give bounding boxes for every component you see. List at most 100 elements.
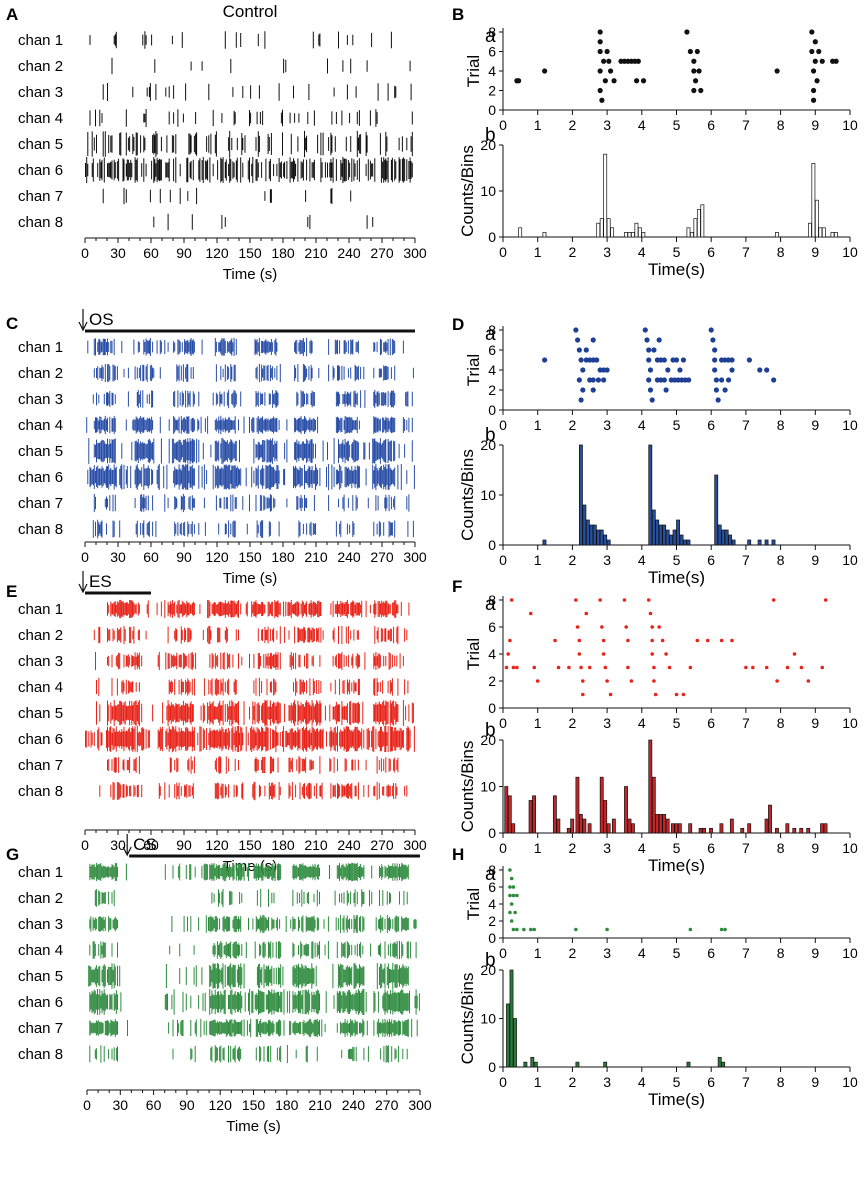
- hist-bar: [747, 539, 752, 546]
- raster-x-tick-label: 10: [842, 945, 858, 961]
- spike-row: [86, 415, 413, 435]
- raster-x-tick-label: 3: [603, 945, 611, 961]
- hist-bar: [641, 232, 646, 238]
- raster-point: [508, 893, 512, 898]
- channel-label: chan 7: [18, 1020, 63, 1037]
- channel-label: chan 4: [18, 679, 63, 696]
- channel-label: chan 6: [18, 469, 63, 486]
- sub-label-b: b: [485, 125, 496, 146]
- hist-bar: [771, 539, 776, 546]
- channel-label: chan 8: [18, 521, 63, 538]
- hist-bar: [821, 227, 826, 238]
- time-tick-label: 90: [179, 1097, 195, 1113]
- raster-point: [650, 652, 655, 656]
- hist-bar: [603, 800, 608, 834]
- hist-bar: [518, 227, 523, 238]
- hist-bar: [627, 232, 632, 238]
- channel-label: chan 4: [18, 942, 63, 959]
- spike-train: [89, 862, 409, 882]
- raster-point: [673, 357, 680, 363]
- raster-point: [590, 387, 596, 393]
- hist-x-tick-label: 8: [777, 1074, 785, 1090]
- spike-train: [89, 940, 417, 960]
- spike-row: [87, 130, 413, 158]
- raster-x-tick-label: 2: [569, 417, 577, 433]
- sub-label-b: b: [485, 720, 496, 741]
- raster-point: [587, 665, 592, 670]
- raster-point: [661, 377, 667, 383]
- hist-bar: [728, 534, 733, 546]
- raster-point: [657, 625, 661, 629]
- raster-point: [600, 625, 604, 629]
- time-tick-label: 60: [143, 837, 159, 853]
- spike-train: [87, 337, 404, 357]
- spike-row: [93, 625, 408, 645]
- time-tick-label: 0: [83, 1097, 91, 1113]
- raster-point: [644, 337, 650, 343]
- raster-point: [806, 679, 811, 683]
- stimulus-arrowhead-icon: [78, 321, 88, 332]
- channel-label: chan 5: [18, 705, 63, 722]
- hist-x-tick-label: 2: [569, 1074, 577, 1090]
- hist-bar: [603, 153, 608, 238]
- raster-point: [651, 347, 657, 353]
- hist-bar: [507, 795, 512, 834]
- raster-point: [597, 87, 603, 94]
- hist-bar: [532, 795, 536, 834]
- stimulus-label: OS: [89, 310, 114, 329]
- raster-point: [708, 327, 714, 333]
- channel-label: chan 1: [18, 864, 63, 881]
- hist-bar: [655, 814, 660, 834]
- raster-point: [712, 367, 718, 373]
- channel-label: chan 8: [18, 783, 63, 800]
- spike-row: [93, 363, 414, 383]
- hist-x-tick-label: 1: [534, 1074, 542, 1090]
- raster-point: [646, 347, 652, 353]
- raster-x-tick-label: 5: [673, 715, 681, 731]
- time-tick-label: 30: [110, 245, 126, 261]
- channel-label: chan 6: [18, 731, 63, 748]
- raster-point: [712, 357, 718, 363]
- raster-point: [648, 611, 653, 616]
- hist-bar: [566, 827, 571, 834]
- channel-label: chan 7: [18, 757, 63, 774]
- raster-point: [604, 48, 610, 55]
- raster-point: [729, 357, 735, 363]
- time-tick-label: 240: [337, 549, 361, 565]
- hist-x-tick-label: 0: [499, 244, 507, 260]
- hist-bar: [513, 1018, 517, 1068]
- raster-point: [656, 337, 662, 343]
- raster-point: [595, 377, 602, 383]
- raster-point: [810, 97, 817, 103]
- hist-bar: [823, 823, 828, 834]
- hist-bar: [764, 539, 769, 546]
- hist-bar: [506, 1003, 510, 1068]
- raster-y-tick-label: 6: [488, 879, 496, 895]
- raster-point: [605, 679, 609, 683]
- raster-y-tick-label: 6: [488, 44, 496, 60]
- raster-point: [601, 377, 607, 383]
- raster-point: [650, 638, 655, 643]
- hist-y-tick-label: 0: [488, 229, 496, 245]
- hist-bar: [808, 222, 812, 238]
- hist-x-tick-label: 6: [707, 244, 715, 260]
- raster-x-tick-label: 9: [811, 417, 819, 433]
- hist-y-tick-label: 10: [480, 487, 496, 503]
- panel-a: A Control chan 1 chan 2 chan 3 chan 4 chan 5 ch…: [6, 2, 427, 283]
- spike-row: [99, 781, 408, 801]
- hist-bar: [624, 232, 628, 238]
- time-tick-label: 240: [337, 245, 361, 261]
- raster-point: [810, 87, 817, 94]
- raster-point: [511, 665, 516, 670]
- raster-y-tick-label: 2: [488, 83, 496, 99]
- hist-bar: [677, 823, 682, 834]
- raster-point: [532, 665, 537, 670]
- raster-point: [515, 893, 519, 898]
- hist-x-tick-label: 7: [742, 1074, 750, 1090]
- hist-bar: [528, 800, 533, 834]
- raster-x-tick-label: 0: [499, 715, 507, 731]
- hist-x-tick-label: 8: [777, 244, 785, 260]
- raster-y-tick-label: 4: [488, 646, 496, 662]
